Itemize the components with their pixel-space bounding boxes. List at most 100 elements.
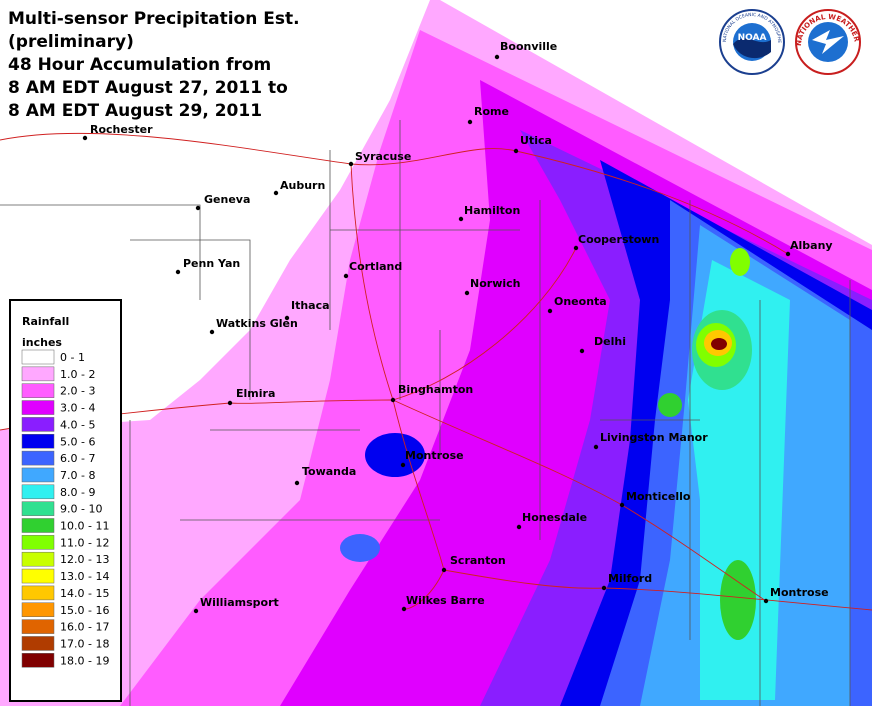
city-dot (227, 400, 233, 406)
city-label: Boonville (500, 40, 557, 53)
legend-swatch (21, 518, 55, 533)
title-line: 8 AM EDT August 29, 2011 (8, 101, 262, 121)
city-label: Montrose (405, 449, 464, 462)
legend-swatch (21, 568, 55, 584)
legend-label: 8.0 - 9 (60, 486, 95, 499)
title-line: Multi-sensor Precipitation Est. (8, 9, 300, 29)
city-label: Syracuse (355, 150, 411, 163)
legend-label: 11.0 - 12 (60, 536, 109, 549)
legend-swatch (21, 501, 55, 516)
legend-label: 18.0 - 19 (60, 654, 109, 667)
legend-label: 16.0 - 17 (60, 621, 109, 634)
city-label: Ithaca (291, 299, 330, 312)
city-dot (390, 397, 396, 403)
city-dot (513, 148, 519, 154)
legend-swatch (21, 653, 55, 668)
legend-label: 15.0 - 16 (60, 604, 109, 617)
city-label: Milford (608, 572, 652, 585)
city-label: Penn Yan (183, 257, 240, 270)
city-dot (573, 245, 579, 251)
legend-label: 0 - 1 (60, 351, 85, 364)
city-label: Montrose (770, 586, 829, 599)
legend-label: 17.0 - 18 (60, 637, 109, 650)
legend: Rainfall inches 0 - 1 1.0 - 2 2.0 - 3 3.0 -… (9, 299, 122, 702)
legend-label: 7.0 - 8 (60, 469, 95, 482)
city-label: Norwich (470, 277, 520, 290)
city-label: Scranton (450, 554, 506, 567)
city-dot (763, 598, 769, 604)
legend-swatch (21, 636, 55, 651)
title-line: 48 Hour Accumulation from (8, 55, 271, 75)
city-dot (193, 608, 199, 614)
city-dot (579, 348, 585, 354)
city-label: Towanda (302, 465, 356, 478)
city-label: Elmira (236, 387, 275, 400)
legend-label: 6.0 - 7 (60, 452, 95, 465)
legend-label: 12.0 - 13 (60, 553, 109, 566)
legend-title: Rainfall (22, 315, 69, 328)
city-dot (284, 315, 290, 321)
legend-label: 14.0 - 15 (60, 587, 109, 600)
city-dot (400, 462, 406, 468)
city-dot (195, 205, 201, 211)
city-label: Livingston Manor (600, 431, 708, 444)
city-dot (619, 502, 625, 508)
legend-items: 0 - 1 1.0 - 2 2.0 - 3 3.0 - 4 4.0 - 5 5.0 - 6… (21, 349, 109, 668)
city-dot (82, 135, 88, 141)
title-block: Multi-sensor Precipitation Est. (prelimin… (8, 9, 300, 121)
title-line: (preliminary) (8, 32, 134, 52)
legend-swatch (21, 434, 55, 449)
city-dot (494, 54, 500, 60)
city-dot (458, 216, 464, 222)
city-dot (294, 480, 300, 486)
legend-swatch (21, 450, 55, 466)
legend-swatch (21, 585, 55, 601)
legend-label: 9.0 - 10 (60, 503, 102, 516)
city-label: Geneva (204, 193, 250, 206)
city-label: Rome (474, 105, 509, 118)
city-label: Binghamton (398, 383, 473, 396)
legend-label: 3.0 - 4 (60, 402, 95, 415)
city-dot (516, 524, 522, 530)
city-label: Delhi (594, 335, 626, 348)
city-label: Wilkes Barre (406, 594, 485, 607)
legend-label: 2.0 - 3 (60, 385, 95, 398)
legend-swatch (21, 535, 55, 550)
legend-swatch (21, 551, 55, 567)
legend-swatch (21, 467, 55, 483)
city-dot (593, 444, 599, 450)
city-label: Watkins Glen (216, 317, 298, 330)
title-line: 8 AM EDT August 27, 2011 to (8, 78, 288, 98)
city-label: Hamilton (464, 204, 520, 217)
legend-units: inches (22, 336, 62, 349)
legend-label: 5.0 - 6 (60, 435, 95, 448)
city-label: Cortland (349, 260, 402, 273)
city-label: Rochester (90, 123, 153, 136)
county-lines (0, 120, 851, 706)
city-label: Albany (790, 239, 833, 252)
legend-swatch (21, 366, 55, 382)
legend-swatch (21, 400, 55, 415)
legend-swatch (21, 602, 55, 617)
city-label: Auburn (280, 179, 325, 192)
cities: Boonville Rome Utica Syracuse Rochester Aubur… (82, 40, 833, 614)
city-dot (175, 269, 181, 275)
legend-swatch (21, 484, 55, 500)
city-label: Cooperstown (578, 233, 659, 246)
city-dot (547, 308, 553, 314)
city-label: Williamsport (200, 596, 279, 609)
city-dot (601, 585, 607, 591)
legend-label: 13.0 - 14 (60, 570, 109, 583)
city-dot (273, 190, 279, 196)
legend-label: 10.0 - 11 (60, 520, 109, 533)
city-dot (464, 290, 470, 296)
city-dot (467, 119, 473, 125)
city-label: Monticello (626, 490, 691, 503)
city-dot (441, 567, 447, 573)
city-dot (348, 161, 354, 167)
city-dot (785, 251, 791, 257)
legend-label: 4.0 - 5 (60, 418, 95, 431)
legend-swatch (21, 349, 55, 365)
city-dot (401, 606, 407, 612)
legend-swatch (21, 619, 55, 634)
